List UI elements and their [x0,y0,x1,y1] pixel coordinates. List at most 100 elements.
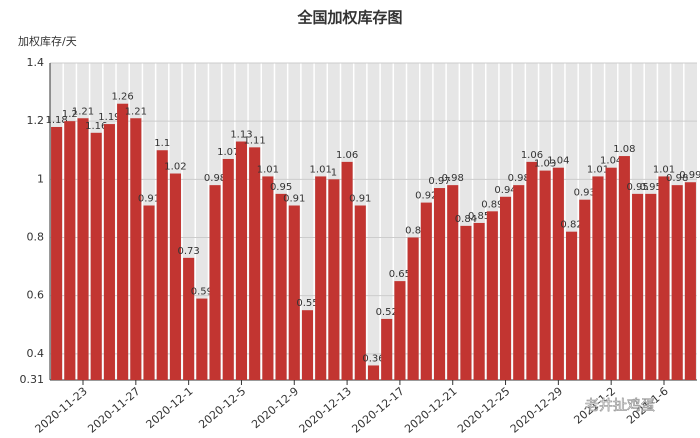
value-label: 0.99 [679,170,700,181]
value-label: 1.06 [336,150,358,161]
value-label: 0.95 [270,182,292,193]
bar [407,237,419,380]
value-label: 1.19 [98,112,120,123]
value-label: 0.98 [508,173,530,184]
bar [420,202,432,380]
bar [288,205,300,380]
bar [169,173,181,380]
bar [381,318,393,380]
bar [605,167,617,380]
value-label: 1.01 [310,164,332,175]
bar [130,118,142,380]
bar [183,257,195,380]
value-label: 1.07 [217,147,239,158]
value-label: 0.98 [442,173,464,184]
value-label: 1.13 [230,130,252,141]
value-label: 0.89 [481,199,503,210]
value-label: 0.55 [296,298,318,309]
y-tick-label: 1.2 [27,114,45,127]
value-label: 1.21 [125,106,147,117]
bar [262,176,274,380]
y-tick-label: 0.4 [27,347,45,360]
x-tick-label: 2020-12-1 [144,385,196,432]
value-label: 0.73 [178,246,200,257]
bar [592,176,604,380]
value-label: 0.97 [428,176,450,187]
value-label: 1.06 [521,150,543,161]
x-tick-label: 2020-11-27 [85,385,142,436]
value-label: 0.59 [191,287,213,298]
x-tick-label: 2020-12-5 [196,385,248,432]
value-label: 0.91 [138,194,160,205]
bar [143,205,155,380]
bar [77,118,89,380]
value-label: 1.01 [653,164,675,175]
bar [354,205,366,380]
value-label: 1 [331,167,337,178]
y-tick-label: 1 [37,172,44,185]
bar [499,196,512,380]
bar [235,141,248,380]
bar [513,185,525,380]
value-label: 0.93 [574,188,596,199]
value-label: 0.52 [376,307,398,318]
value-label: 1.08 [613,144,635,155]
value-label: 0.65 [389,269,411,280]
y-axis-label: 加权库存/天 [18,34,77,48]
bar [552,167,564,380]
value-label: 1.01 [587,164,609,175]
bar [579,199,591,380]
x-tick-label: 2020-11-23 [33,385,90,436]
x-tick-label: 2020-12-13 [297,385,354,436]
value-label: 0.36 [362,353,384,364]
value-label: 1.2 [62,109,78,120]
bar [328,179,340,380]
value-label: 0.95 [640,182,662,193]
bar [51,126,63,380]
value-label: 0.82 [560,220,582,231]
bar [539,170,551,380]
bar [486,211,498,380]
value-label: 1.18 [45,115,67,126]
watermark: 老井扯鸡蛋 [585,397,655,414]
x-tick-label: 2020-12-21 [402,385,459,436]
bar [249,147,261,380]
y-tick-label: 0.8 [27,230,45,243]
bar [632,193,644,380]
bar [658,176,670,380]
bar [222,158,234,380]
bar [341,161,353,380]
chart-title: 全国加权库存图 [296,9,402,27]
bar [209,185,221,380]
bar [447,185,459,380]
x-tick-label: 2020-12-29 [508,385,565,436]
value-label: 0.98 [204,173,226,184]
bar [90,132,102,380]
value-label: 0.95 [626,182,648,193]
y-tick-label: 1.4 [27,56,45,69]
value-label: 1.04 [600,156,622,167]
bar [156,150,168,380]
bar [460,225,472,380]
bar [433,188,446,380]
bar [684,182,696,380]
bar [196,298,208,380]
bar [64,121,76,381]
value-label: 0.85 [468,211,490,222]
value-label: 0.91 [349,194,371,205]
x-tick-label: 2020-12-17 [349,385,406,436]
bar [367,365,380,380]
bar [473,222,485,380]
value-label: 1.21 [72,106,94,117]
bar [275,193,287,380]
x-tick-label: 2020-12-9 [249,385,301,432]
bar [645,193,657,380]
bar [671,185,683,380]
bar [618,156,630,380]
value-label: 1.01 [257,164,279,175]
value-label: 1.1 [154,138,170,149]
value-label: 1.16 [85,121,107,132]
value-label: 0.8 [405,225,421,236]
